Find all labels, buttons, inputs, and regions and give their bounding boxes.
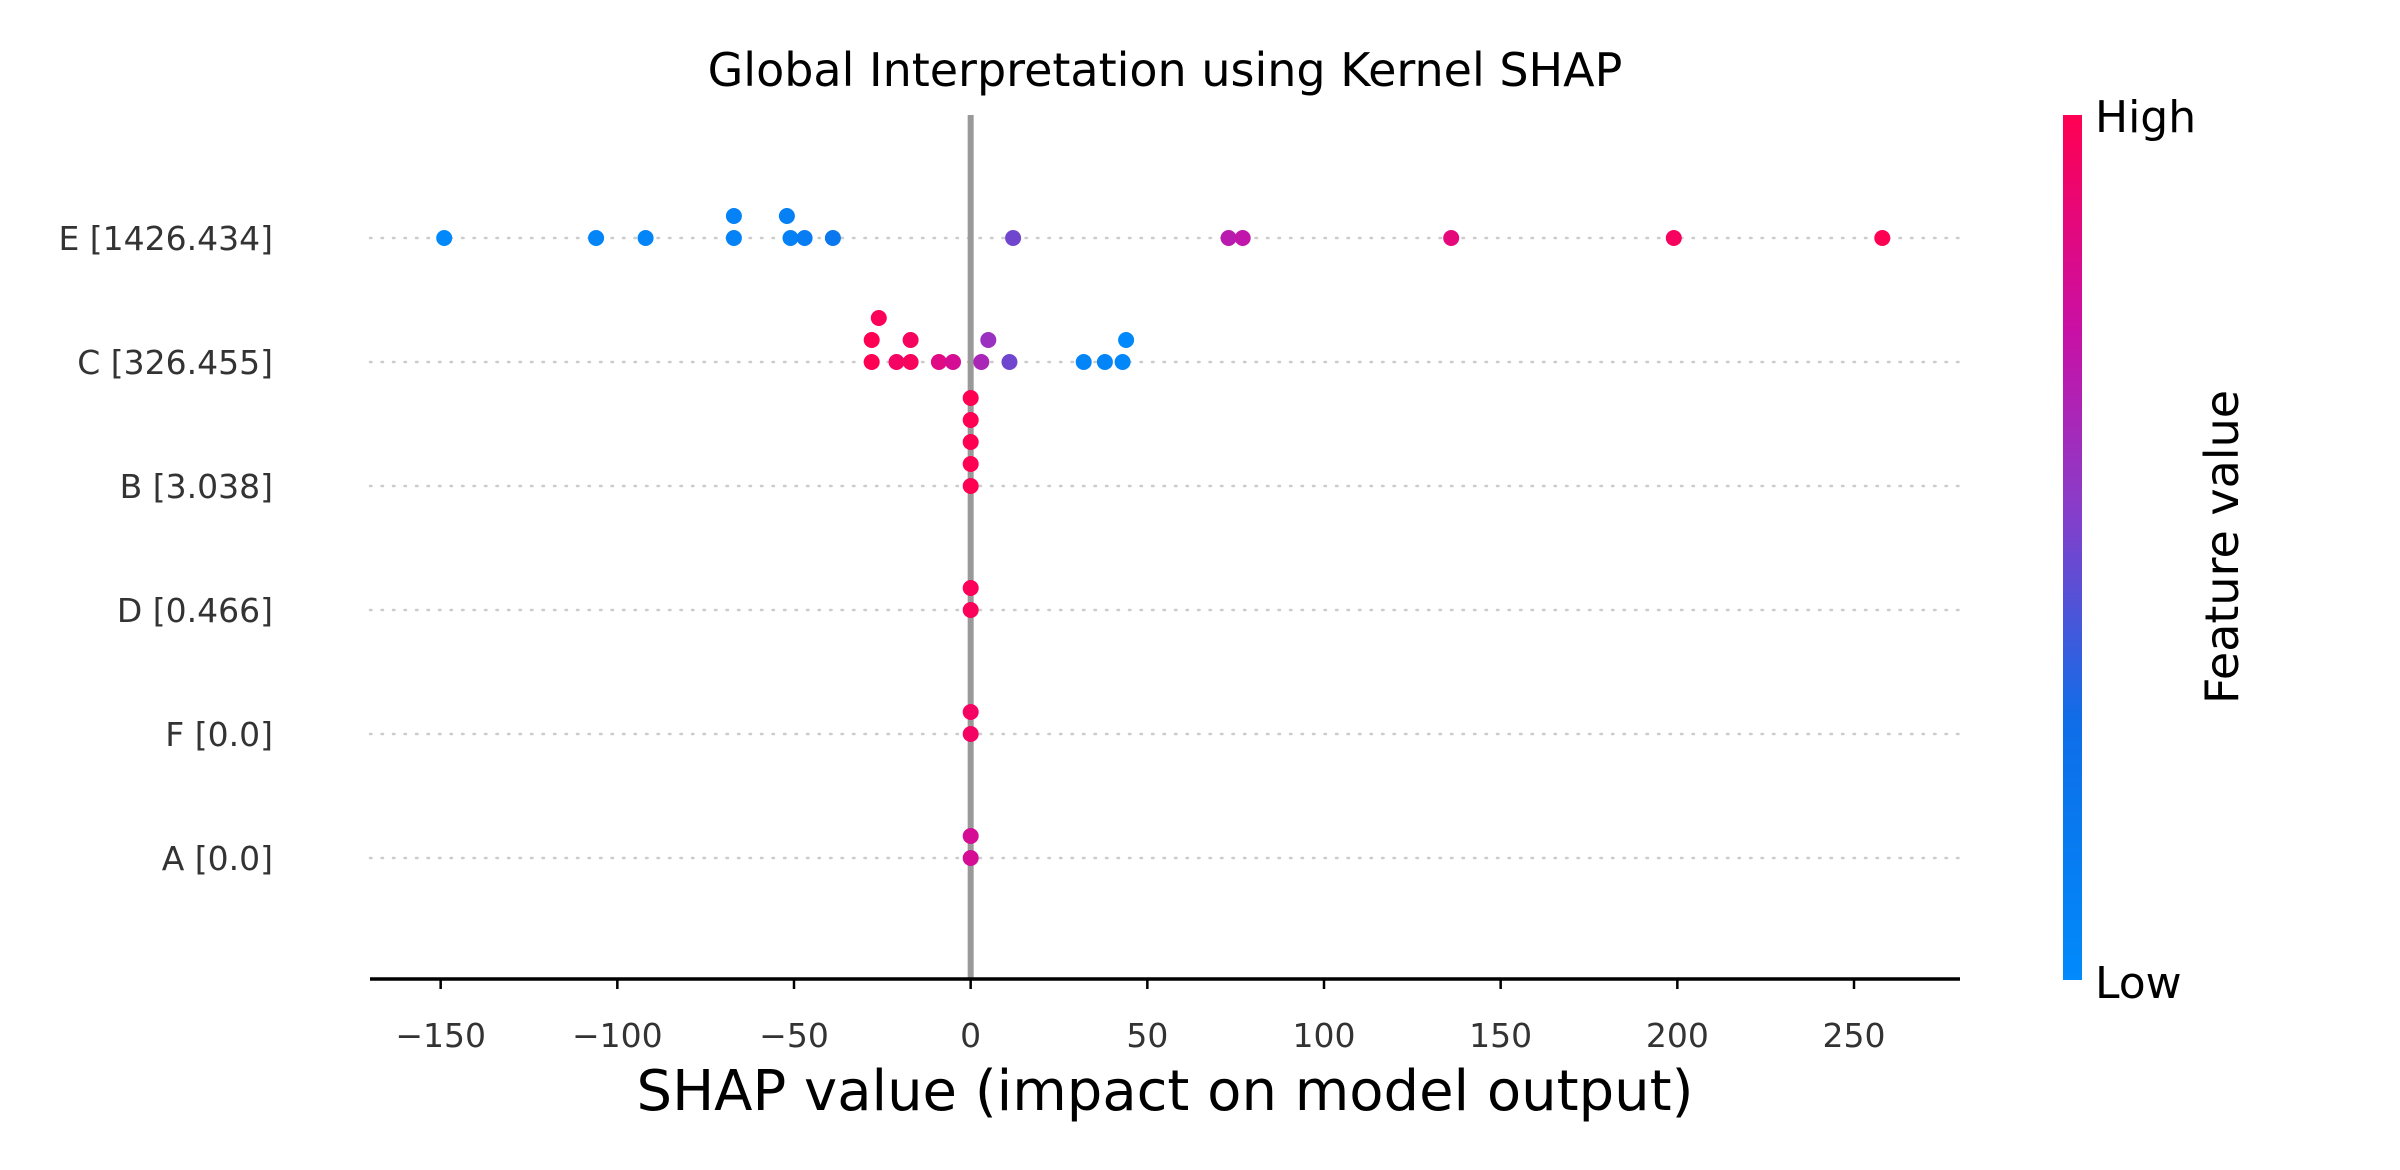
y-tick-label: C [326.455]	[77, 343, 273, 382]
data-point	[588, 230, 605, 246]
colorbar-gradient	[2063, 115, 2082, 980]
colorbar-title: Feature value	[2195, 390, 2249, 704]
data-point	[980, 332, 997, 348]
data-point	[725, 230, 742, 246]
data-point	[1075, 354, 1092, 370]
x-tick-label: −100	[572, 1016, 663, 1055]
data-point	[962, 726, 979, 742]
x-tick-label: 100	[1293, 1016, 1356, 1055]
data-point	[796, 230, 813, 246]
data-point	[863, 332, 880, 348]
y-tick-label: F [0.0]	[165, 715, 273, 754]
x-axis-ticks: −150 −100 −50 0 50 100 150 200 250	[395, 979, 1886, 1055]
x-tick-label: 50	[1126, 1016, 1168, 1055]
data-point	[945, 354, 961, 370]
data-point	[888, 354, 905, 370]
data-point	[930, 354, 947, 370]
data-point	[1096, 354, 1113, 370]
feature-rows: E [1426.434] C [326.455] B [3.038] D [0.466…	[58, 219, 1962, 878]
data-point	[1005, 230, 1022, 246]
x-tick-label: −50	[759, 1016, 829, 1055]
data-point	[870, 310, 887, 326]
data-point	[778, 208, 795, 224]
data-point	[973, 354, 990, 370]
colorbar: High Low Feature value	[2063, 92, 2249, 1009]
data-point	[1001, 354, 1018, 370]
data-point	[1443, 230, 1460, 246]
data-point	[1665, 230, 1682, 246]
x-tick-label: −150	[395, 1016, 486, 1055]
data-point	[962, 478, 979, 494]
data-point	[1234, 230, 1251, 246]
data-point	[962, 434, 979, 450]
data-point	[436, 230, 453, 246]
data-point	[902, 354, 919, 370]
data-point	[962, 456, 979, 472]
data-point	[782, 230, 799, 246]
data-point	[1874, 230, 1891, 246]
data-point	[863, 354, 880, 370]
data-point	[1114, 354, 1131, 370]
x-tick-label: 0	[960, 1016, 981, 1055]
data-point	[962, 580, 979, 596]
data-point	[1118, 332, 1135, 348]
data-points	[436, 208, 1891, 866]
chart-title: Global Interpretation using Kernel SHAP	[708, 43, 1623, 97]
x-axis-label: SHAP value (impact on model output)	[637, 1059, 1694, 1124]
data-point	[824, 230, 841, 246]
data-point	[962, 602, 979, 618]
colorbar-high-label: High	[2095, 92, 2196, 143]
data-point	[637, 230, 654, 246]
data-point	[962, 390, 979, 406]
y-tick-label: B [3.038]	[120, 467, 273, 506]
y-tick-label: D [0.466]	[117, 591, 273, 630]
data-point	[1220, 230, 1237, 246]
x-tick-label: 250	[1823, 1016, 1886, 1055]
data-point	[962, 850, 979, 866]
y-tick-label: A [0.0]	[162, 839, 273, 878]
data-point	[902, 332, 919, 348]
x-tick-label: 200	[1646, 1016, 1709, 1055]
data-point	[962, 704, 979, 720]
data-point	[962, 412, 979, 428]
x-tick-label: 150	[1469, 1016, 1532, 1055]
data-point	[725, 208, 742, 224]
y-tick-label: E [1426.434]	[58, 219, 273, 258]
data-point	[962, 828, 979, 844]
colorbar-low-label: Low	[2095, 958, 2182, 1009]
